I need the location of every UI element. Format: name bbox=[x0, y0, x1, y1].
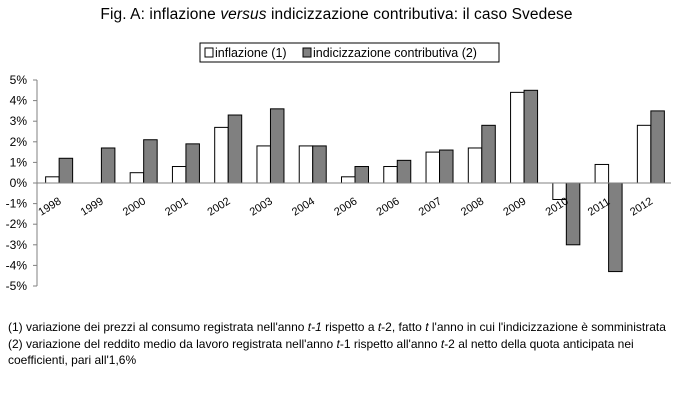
bar-inflazione bbox=[636, 124, 652, 184]
y-tick-label: -2% bbox=[6, 217, 28, 231]
bar-indicizzazione bbox=[608, 182, 623, 273]
legend-swatch-indicizzazione bbox=[302, 47, 312, 58]
bar-indicizzazione bbox=[354, 166, 369, 184]
note-1-text-c: -2, fatto bbox=[381, 320, 426, 334]
y-tick-label: 4% bbox=[10, 94, 28, 108]
note-2-var-a: t bbox=[336, 336, 340, 351]
bar-indicizzazione bbox=[565, 182, 581, 246]
y-tick-label: 5% bbox=[10, 73, 28, 87]
bar-inflazione bbox=[425, 151, 441, 184]
note-1-var-a: t-1 bbox=[307, 320, 322, 334]
note-1-text-a: (1) variazione dei prezzi al consumo reg… bbox=[8, 320, 308, 334]
y-tick-label: 1% bbox=[10, 155, 28, 169]
x-tick-label: 2004 bbox=[290, 195, 317, 218]
legend-label-indicizzazione: indicizzazione contributiva (2) bbox=[313, 46, 477, 60]
note-2: (2) variazione del reddito medio da lavo… bbox=[8, 336, 670, 369]
note-2-text-b: -1 rispetto all'anno bbox=[339, 336, 441, 351]
x-tick-label: 1999 bbox=[79, 195, 106, 218]
x-tick-label: 2007 bbox=[417, 195, 444, 218]
legend-box bbox=[199, 42, 500, 63]
note-1-text-b: rispetto a bbox=[321, 320, 378, 334]
title-prefix: Fig. A: inflazione bbox=[100, 6, 221, 23]
bar-inflazione bbox=[214, 126, 229, 184]
bar-indicizzazione bbox=[650, 110, 665, 184]
y-tick-label: 0% bbox=[10, 176, 28, 190]
bar-indicizzazione bbox=[58, 157, 74, 184]
bar-indicizzazione bbox=[396, 159, 412, 184]
x-tick-label: 2001 bbox=[163, 195, 190, 218]
x-tick-label: 2006 bbox=[374, 195, 401, 218]
note-1-text-d: l'anno in cui l'indicizzazione è sommini… bbox=[428, 320, 666, 334]
note-1-var-b: t bbox=[377, 320, 382, 334]
bar-indicizzazione bbox=[481, 124, 496, 184]
note-1: (1) variazione dei prezzi al consumo reg… bbox=[8, 319, 670, 336]
bar-indicizzazione bbox=[523, 89, 539, 184]
title-emphasis: versus bbox=[220, 6, 267, 23]
bar-chart: inflazione (1) indicizzazione contributiv… bbox=[6, 42, 671, 293]
bar-inflazione bbox=[341, 176, 356, 184]
bar-indicizzazione bbox=[100, 147, 116, 184]
bar-inflazione bbox=[298, 145, 314, 184]
note-2-var-b: t bbox=[440, 336, 445, 351]
note-2-text-c: -2 al netto della quota anticipata nei c… bbox=[8, 336, 634, 368]
x-tick-label: 2003 bbox=[248, 195, 275, 218]
bar-inflazione bbox=[45, 176, 60, 184]
bar-inflazione bbox=[510, 91, 525, 184]
x-tick-label: 2012 bbox=[628, 195, 655, 218]
bar-indicizzazione bbox=[143, 139, 158, 184]
y-tick-label: 2% bbox=[10, 135, 28, 149]
x-tick-label: 2006 bbox=[332, 195, 359, 218]
y-tick-label: -3% bbox=[6, 238, 28, 252]
bar-inflazione bbox=[594, 163, 610, 184]
bar-indicizzazione bbox=[185, 143, 200, 184]
chart-title: Fig. A: inflazione versus indicizzazione… bbox=[0, 6, 673, 24]
chart-notes: (1) variazione dei prezzi al consumo reg… bbox=[8, 319, 670, 369]
y-tick-label: -1% bbox=[6, 197, 28, 211]
bar-inflazione bbox=[129, 172, 145, 184]
bar-inflazione bbox=[256, 145, 271, 184]
bar-inflazione bbox=[383, 166, 398, 184]
legend-label-inflazione: inflazione (1) bbox=[215, 46, 287, 60]
bar-indicizzazione bbox=[439, 149, 454, 184]
bar-indicizzazione bbox=[269, 108, 285, 184]
bar-indicizzazione bbox=[227, 114, 243, 184]
x-tick-label: 2000 bbox=[121, 195, 148, 218]
bar-inflazione bbox=[467, 147, 483, 184]
y-tick-label: 3% bbox=[10, 114, 28, 128]
note-2-text-a: (2) variazione del reddito medio da lavo… bbox=[8, 336, 337, 351]
y-tick-label: -4% bbox=[6, 258, 28, 272]
x-tick-label: 2002 bbox=[205, 195, 232, 218]
x-tick-label: 1998 bbox=[36, 195, 63, 218]
note-1-var-c: t bbox=[425, 320, 429, 334]
x-tick-label: 2008 bbox=[459, 195, 486, 218]
title-suffix: indicizzazione contributiva: il caso Sve… bbox=[266, 6, 573, 23]
bar-inflazione bbox=[171, 166, 187, 184]
y-tick-label: -5% bbox=[6, 279, 28, 293]
legend-swatch-inflazione bbox=[204, 47, 214, 58]
x-tick-label: 2009 bbox=[501, 195, 528, 218]
bar-indicizzazione bbox=[312, 145, 327, 184]
